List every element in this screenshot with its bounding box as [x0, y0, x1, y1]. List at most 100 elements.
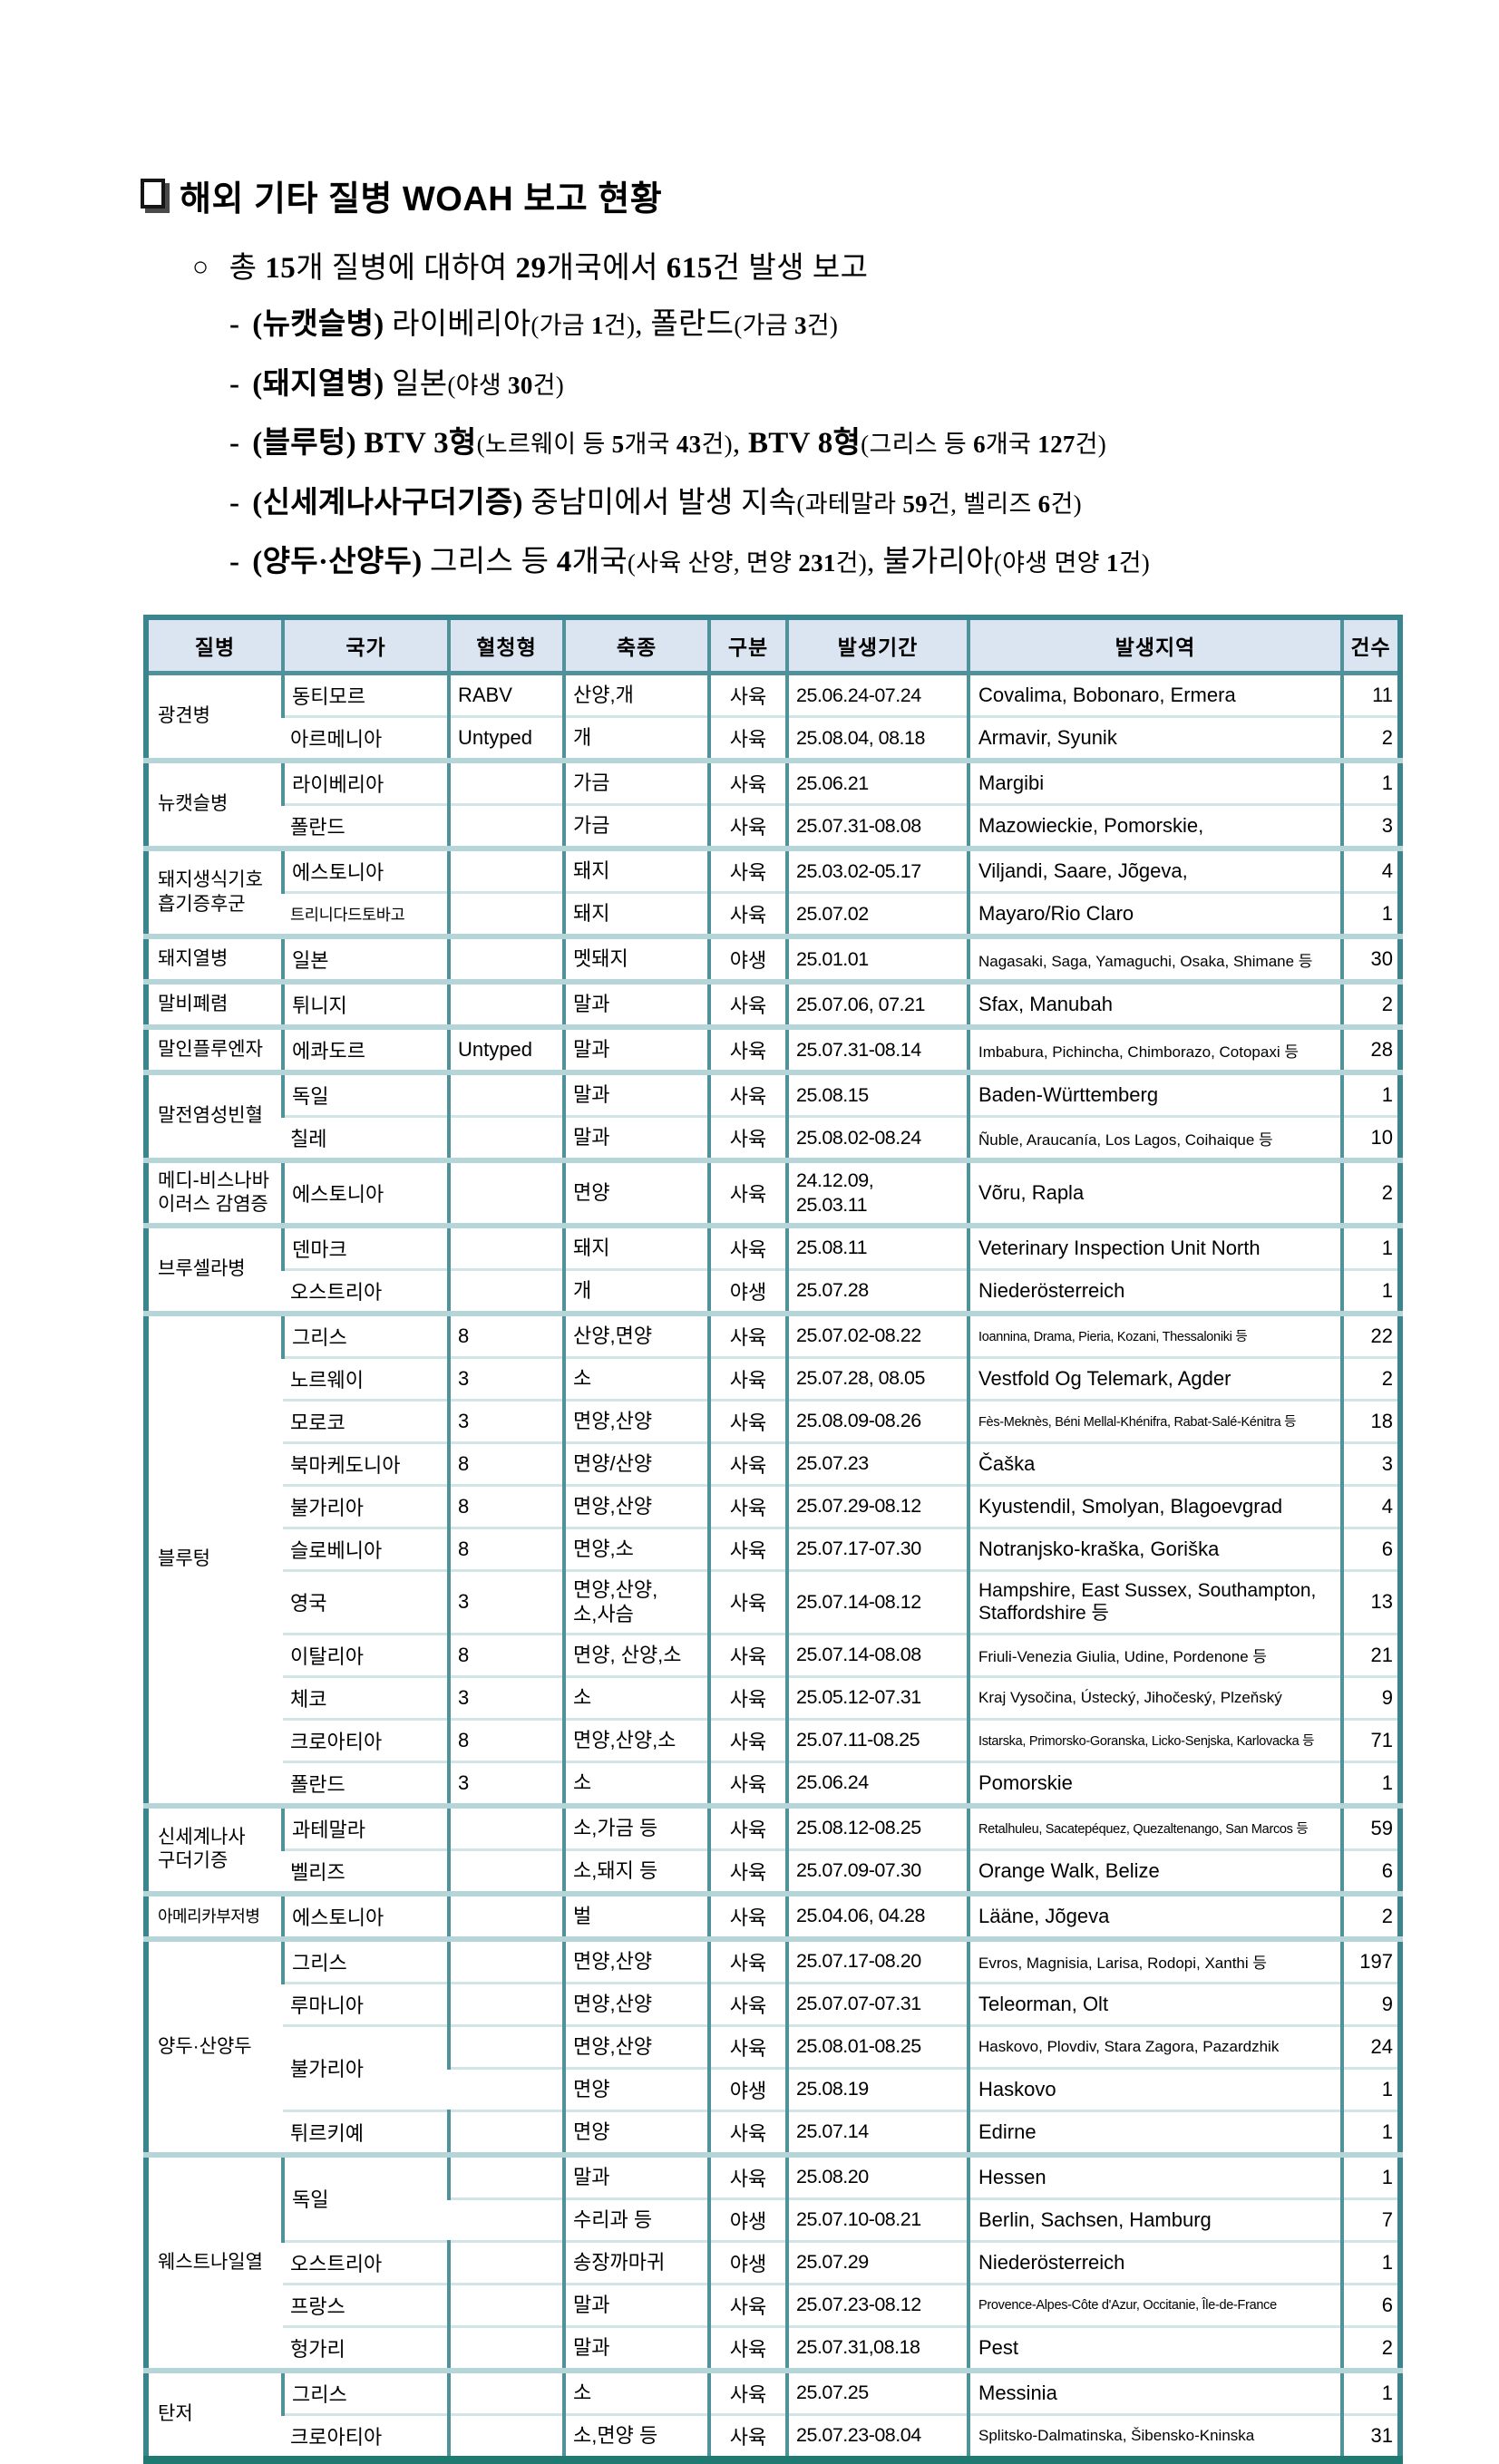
table-row: 이탈리아 8 면양, 산양,소 사육 25.07.14-08.08 Friuli-Vene… [146, 1632, 1400, 1677]
cell-country: 트리니다드토바고 [283, 891, 449, 936]
cell-type: 사육 [707, 1802, 787, 1850]
table-row: 트리니다드토바고 돼지 사육 25.07.02 Mayaro/Rio Claro 1 [146, 891, 1400, 936]
cell-species: 면양,산양 [562, 1398, 709, 1443]
cell-period: 25.05.12-07.31 [785, 1674, 969, 1720]
cell-count: 22 [1340, 1310, 1400, 1358]
text-segment: (사육 산양, 면양 [627, 549, 799, 577]
cell-species: 멧돼지 [562, 934, 709, 982]
cell-species: 돼지 [562, 891, 709, 936]
cell-species: 말과 [562, 1115, 709, 1160]
table-row: 오스트리아 송장까마귀 야생 25.07.29 Niederösterreich 1 [146, 2239, 1400, 2285]
cell-country: 아르메니아 [283, 715, 449, 761]
text-segment: , [732, 427, 748, 460]
bullet-item-1: - (뉴캣슬병) 라이베리아(가금 1건), 폴란드(가금 3건) [229, 299, 1417, 341]
cell-species: 면양,산양 [562, 2023, 709, 2069]
cell-species: 면양 [562, 2109, 709, 2155]
cell-serotype: 3 [447, 1398, 564, 1443]
cell-country: 폴란드 [283, 1760, 449, 1806]
cell-type: 사육 [707, 1674, 787, 1720]
woah-report-table: 질병 국가 혈청형 축종 구분 발생기간 발생지역 건수 광견병 동티모르 RABV 산양,개 사육 2… [143, 615, 1403, 2464]
table-row: 메디-비스나바 이러스 감염증 에스토니아 면양 사육 24.12.09, 25.03.… [146, 1158, 1400, 1226]
text-segment: (가금 [734, 312, 794, 339]
cell-species: 면양,산양 [562, 1935, 709, 1984]
cell-period: 25.07.02 [785, 891, 969, 936]
table-row: 칠레 말과 사육 25.08.02-08.24 Ñuble, Araucanía, Lo… [146, 1115, 1400, 1160]
table-row: 불가리아 면양,산양 사육 25.08.01-08.25 Haskovo, Plovdi… [146, 2023, 1400, 2111]
cell-serotype [447, 1115, 564, 1160]
text-segment: 건) [1118, 549, 1151, 577]
cell-disease: 신세계나사 구더기증 [146, 1802, 283, 1894]
cell-period: 25.03.02-05.17 [785, 846, 969, 893]
cell-species: 면양,소 [562, 1526, 709, 1571]
cell-species: 산양,개 [562, 673, 709, 717]
cell-type: 야생 [707, 2239, 787, 2285]
table-row: 신세계나사 구더기증 과테말라 소,가금 등 사육 25.08.12-08.25 Reta… [146, 1802, 1400, 1894]
cell-species: 면양/산양 [562, 1441, 709, 1486]
cell-disease: 웨스트나일열 [146, 2151, 283, 2371]
cell-period: 25.07.23-08.12 [785, 2282, 969, 2327]
cell-serotype: 8 [447, 1526, 564, 1571]
cell-type: 사육 [707, 1355, 787, 1401]
cell-serotype [447, 803, 564, 849]
text-segment: 개국 [571, 546, 628, 578]
cell-region: Čaška [967, 1441, 1342, 1486]
cell-period: 25.08.09-08.26 [785, 1398, 969, 1443]
table-row: 돼지열병 일본 멧돼지 야생 25.01.01 Nagasaki, Saga, Yamag… [146, 934, 1400, 982]
column-header-4: 축종 [562, 617, 709, 675]
cell-count: 10 [1340, 1115, 1400, 1160]
cell-region: Evros, Magnisia, Larisa, Rodopi, Xanthi … [967, 1935, 1342, 1984]
table-row: 불가리아 8 면양,산양 사육 25.07.29-08.12 Kyustendil, Sm… [146, 1483, 1400, 1528]
cell-country: 동티모르 [281, 673, 449, 717]
cell-type: 사육 [707, 803, 787, 849]
cell-country: 불가리아 [283, 1483, 449, 1528]
cell-type: 사육 [707, 2367, 787, 2415]
text-segment: 3 [793, 312, 807, 339]
cell-count: 24 [1340, 2023, 1400, 2069]
text-segment: 6 [1037, 490, 1051, 518]
cell-region: Hessen [967, 2151, 1342, 2199]
text-segment: (그리스 등 [861, 431, 974, 458]
text-segment: (돼지열병) [252, 367, 384, 401]
table-row: 헝가리 말과 사육 25.07.31,08.18 Pest 2 [146, 2324, 1400, 2371]
cell-count: 1 [1340, 1267, 1400, 1314]
cell-type: 사육 [707, 2324, 787, 2371]
cell-disease: 돼지생식기호 흡기증후군 [146, 846, 283, 936]
cell-region: Provence-Alpes-Côte d'Azur, Occitanie, Î… [967, 2282, 1342, 2327]
cell-serotype [449, 2066, 564, 2111]
cell-count: 7 [1340, 2197, 1400, 2242]
text-segment: 30 [508, 371, 533, 399]
cell-serotype [447, 979, 564, 1027]
cell-count: 1 [1340, 2367, 1400, 2415]
cell-country: 과테말라 [281, 1802, 449, 1850]
cell-species: 가금 [562, 803, 709, 849]
cell-species: 말과 [562, 2151, 709, 2199]
text-segment: 6 [973, 431, 986, 458]
cell-type: 사육 [707, 1158, 787, 1226]
text-segment: 개국 [985, 431, 1038, 458]
cell-period: 25.07.09-07.30 [785, 1848, 969, 1894]
text-segment: , 폴란드 [635, 308, 735, 341]
cell-count: 71 [1340, 1717, 1400, 1762]
cell-type: 사육 [707, 1632, 787, 1677]
cell-serotype [447, 2151, 564, 2199]
cell-region: Notranjsko-kraška, Goriška [967, 1526, 1342, 1571]
cell-count: 2 [1340, 1355, 1400, 1401]
cell-count: 6 [1340, 1526, 1400, 1571]
cell-region: Istarska, Primorsko-Goranska, Licko-Senj… [967, 1717, 1342, 1762]
cell-country: 에스토니아 [281, 1158, 449, 1226]
cell-period: 25.07.17-07.30 [785, 1526, 969, 1571]
cell-country: 덴마크 [281, 1222, 449, 1270]
cell-country: 에스토니아 [281, 1890, 449, 1939]
cell-count: 4 [1340, 846, 1400, 893]
cell-disease: 광견병 [146, 673, 283, 761]
text-segment: 15 [265, 252, 297, 285]
cell-species: 소 [562, 2367, 709, 2415]
cell-count: 2 [1340, 1158, 1400, 1226]
cell-region: Lääne, Jõgeva [967, 1890, 1342, 1939]
cell-period: 25.08.11 [785, 1222, 969, 1270]
text-segment: 건 발생 보고 [712, 252, 869, 285]
text-segment: 건, 벨리즈 [927, 490, 1038, 518]
cell-species: 산양,면양 [562, 1310, 709, 1358]
text-segment: (양두·산양두) [252, 546, 423, 578]
cell-period: 25.08.01-08.25 [785, 2023, 969, 2069]
